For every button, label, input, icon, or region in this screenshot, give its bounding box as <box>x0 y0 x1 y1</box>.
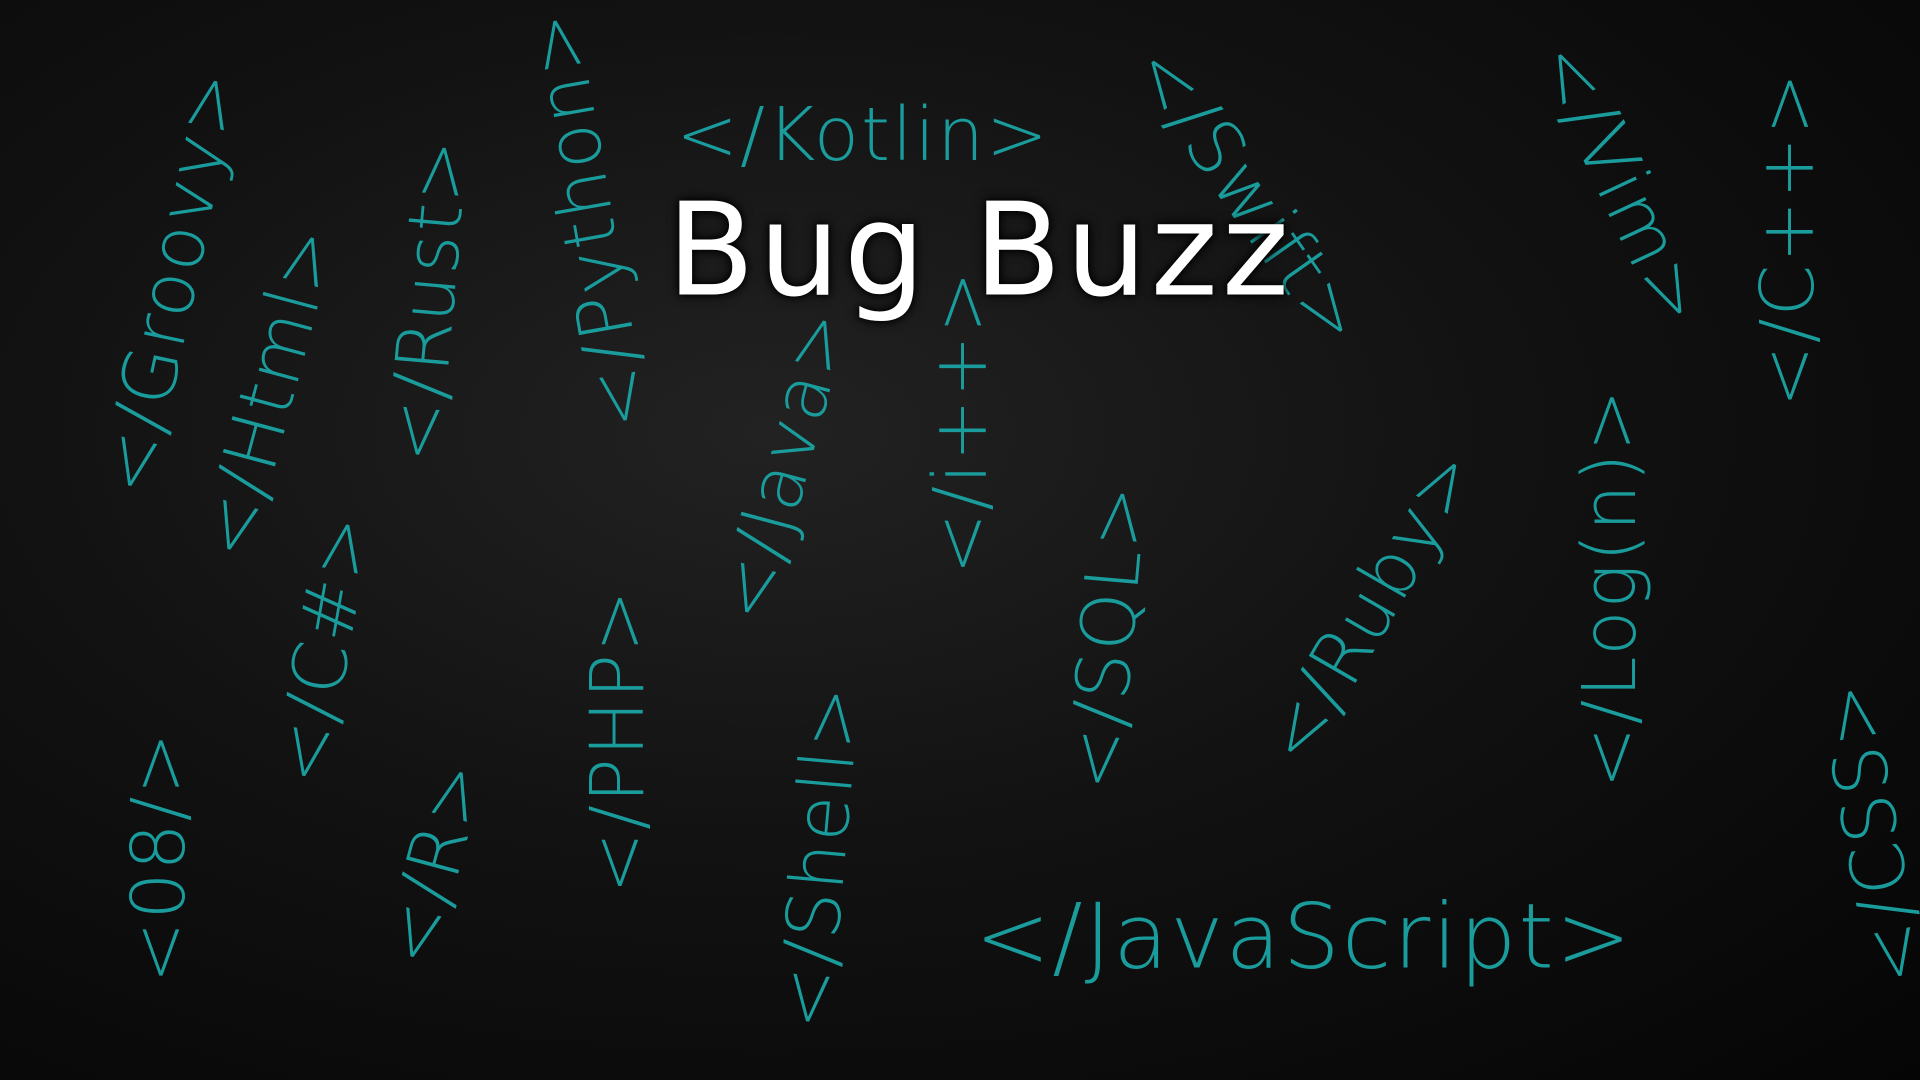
language-tag: </JavaScript> <box>974 884 1634 990</box>
language-tag: </Ruby> <box>1246 433 1496 779</box>
language-tag: </Rust> <box>371 134 487 466</box>
language-tag: </Vim> <box>1519 28 1725 340</box>
language-tag: </R> <box>366 751 504 975</box>
slide-title: Bug Buzz <box>666 176 1294 326</box>
language-tag: </Python> <box>508 4 668 436</box>
language-tag: </Kotlin> <box>675 92 1051 178</box>
language-tag: </CSS> <box>1804 674 1920 992</box>
language-tag: </Shell> <box>762 681 878 1033</box>
language-tag: </C++> <box>1745 70 1831 408</box>
language-tag: </PHP> <box>575 588 661 894</box>
language-tag: </C#> <box>257 507 391 791</box>
language-tag: <08/> <box>116 730 202 984</box>
language-tag: </Log(n)> <box>1567 387 1653 789</box>
language-tag: </SQL> <box>1051 480 1165 794</box>
language-tag: </Java> <box>701 299 867 631</box>
